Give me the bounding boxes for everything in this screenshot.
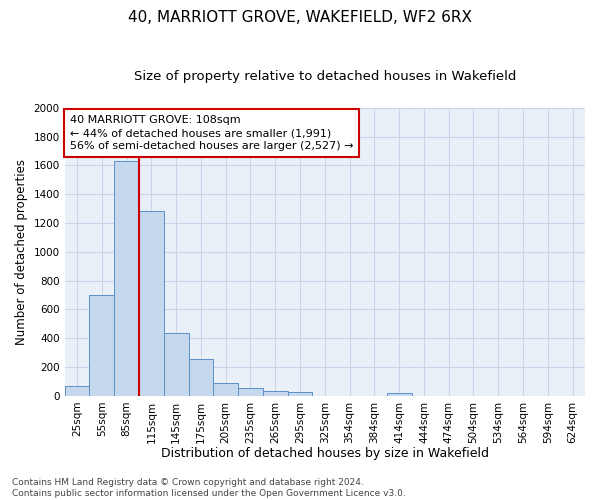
Bar [89,295,114,396]
Title: Size of property relative to detached houses in Wakefield: Size of property relative to detached ho… [134,70,516,83]
Bar [188,359,214,396]
Bar [238,388,263,396]
Text: 40 MARRIOTT GROVE: 108sqm
← 44% of detached houses are smaller (1,991)
56% of se: 40 MARRIOTT GROVE: 108sqm ← 44% of detac… [70,115,353,152]
Bar [287,392,313,396]
Text: Contains HM Land Registry data © Crown copyright and database right 2024.
Contai: Contains HM Land Registry data © Crown c… [12,478,406,498]
Bar [65,386,89,396]
Bar [214,383,238,396]
Bar [387,393,412,396]
Text: 40, MARRIOTT GROVE, WAKEFIELD, WF2 6RX: 40, MARRIOTT GROVE, WAKEFIELD, WF2 6RX [128,10,472,25]
Bar [164,333,188,396]
Bar [139,212,164,396]
Bar [114,161,139,396]
Y-axis label: Number of detached properties: Number of detached properties [15,159,28,345]
Bar [263,391,287,396]
X-axis label: Distribution of detached houses by size in Wakefield: Distribution of detached houses by size … [161,447,489,460]
